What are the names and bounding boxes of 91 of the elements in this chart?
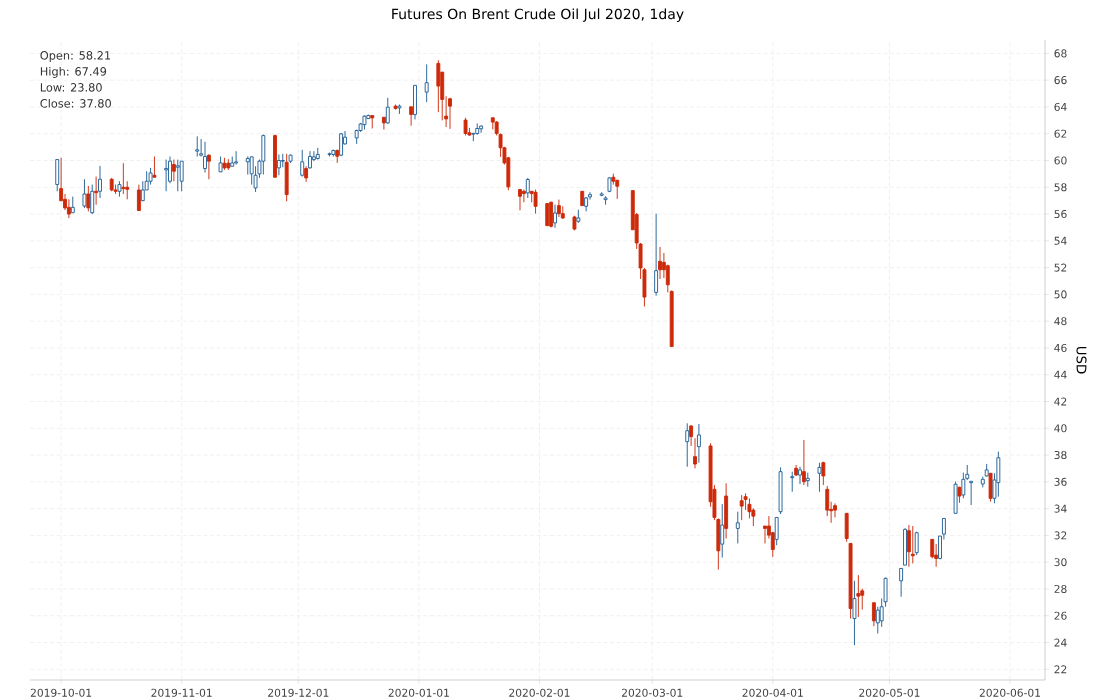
y-tick-label: 44 <box>1054 370 1067 379</box>
y-tick-label: 38 <box>1054 451 1067 460</box>
candlestick <box>525 177 530 199</box>
x-tick-label: 2019-11-01 <box>151 688 212 697</box>
candlestick <box>521 189 526 203</box>
candlestick <box>152 156 157 178</box>
candlestick <box>696 423 701 464</box>
y-tick-label: 68 <box>1054 49 1067 58</box>
y-axis-title: USD <box>1076 346 1087 374</box>
candlestick <box>556 199 561 218</box>
candlestick <box>899 568 904 598</box>
y-tick-label: 56 <box>1054 210 1067 219</box>
candlestick <box>300 149 305 178</box>
y-tick-label: 48 <box>1054 317 1067 326</box>
candlestick <box>436 59 441 113</box>
candlestick <box>171 159 176 182</box>
candlestick <box>409 106 414 127</box>
candlestick <box>98 165 102 199</box>
y-tick-label: 66 <box>1054 76 1067 85</box>
y-tick-label: 30 <box>1054 558 1067 567</box>
candlestick <box>381 116 386 131</box>
y-tick-label: 34 <box>1054 504 1067 513</box>
candlestick <box>175 159 180 192</box>
candlestick <box>94 176 99 206</box>
y-tick-label: 42 <box>1054 397 1067 406</box>
candlestick <box>448 97 452 130</box>
candlestick <box>203 141 207 174</box>
candlestick <box>136 184 141 212</box>
candlestick <box>658 246 662 280</box>
annotation: Close: 37.80 <box>40 98 111 108</box>
candlestick <box>739 494 744 521</box>
candlestick <box>234 150 239 165</box>
annotation: Open: 58.21 <box>40 51 111 62</box>
candlestick <box>66 198 71 219</box>
candlestick <box>479 124 484 134</box>
x-tick-label: 2020-04-01 <box>742 688 803 697</box>
candlestick <box>934 543 939 568</box>
candlestick <box>195 135 200 157</box>
candlestick <box>280 153 285 168</box>
candlestick <box>276 154 281 176</box>
candlestick <box>385 97 390 125</box>
y-tick-label: 24 <box>1054 638 1067 647</box>
y-tick-label: 40 <box>1054 424 1067 433</box>
candlestick <box>553 204 557 229</box>
candlestick <box>90 184 95 215</box>
y-tick-label: 58 <box>1054 183 1067 192</box>
candlestick <box>179 160 184 192</box>
candlestick <box>654 213 659 297</box>
y-tick-label: 64 <box>1054 102 1067 111</box>
y-tick-label: 46 <box>1054 343 1067 352</box>
candlestick <box>852 580 857 646</box>
x-tick-label: 2020-06-01 <box>979 688 1040 697</box>
x-tick-label: 2020-02-01 <box>509 688 570 697</box>
candlestick <box>82 178 87 209</box>
candlestick <box>121 162 126 195</box>
y-tick-label: 28 <box>1054 584 1067 593</box>
y-tick-label: 52 <box>1054 263 1067 272</box>
candlestick <box>164 159 169 192</box>
candlestick <box>206 154 211 180</box>
chart-title: Futures On Brent Crude Oil Jul 2020, 1day <box>392 8 684 22</box>
candlestick <box>969 480 974 506</box>
y-tick-label: 26 <box>1054 611 1067 620</box>
x-tick-label: 2019-10-01 <box>30 688 92 697</box>
x-tick-label: 2020-05-01 <box>859 688 920 697</box>
candlestick <box>735 511 740 544</box>
x-tick-label: 2019-12-01 <box>268 688 329 697</box>
y-tick-label: 22 <box>1054 665 1067 674</box>
candlestick <box>871 602 876 627</box>
y-tick-label: 36 <box>1054 477 1067 486</box>
annotation: Low: 23.80 <box>40 83 102 92</box>
y-tick-label: 50 <box>1054 290 1067 299</box>
candlestick <box>801 439 806 486</box>
candlestick <box>856 574 861 618</box>
y-tick-label: 62 <box>1054 129 1067 138</box>
candlestick <box>774 516 779 546</box>
y-tick-label: 32 <box>1054 531 1067 540</box>
y-tick-label: 60 <box>1054 156 1067 165</box>
candlestick <box>245 156 250 176</box>
x-tick-label: 2020-03-01 <box>622 688 683 697</box>
annotation: High: 67.49 <box>40 66 107 78</box>
candlestick <box>86 185 91 212</box>
candlestick <box>693 437 697 469</box>
candlestick <box>961 472 966 499</box>
y-tick-label: 54 <box>1054 236 1067 245</box>
candlestick <box>720 503 725 558</box>
candlestick <box>910 525 915 564</box>
candlestick <box>798 466 802 485</box>
candlestick <box>424 63 429 103</box>
x-tick-label: 2020-01-01 <box>388 688 449 697</box>
candlestick <box>790 471 795 493</box>
candlestick <box>763 525 767 544</box>
